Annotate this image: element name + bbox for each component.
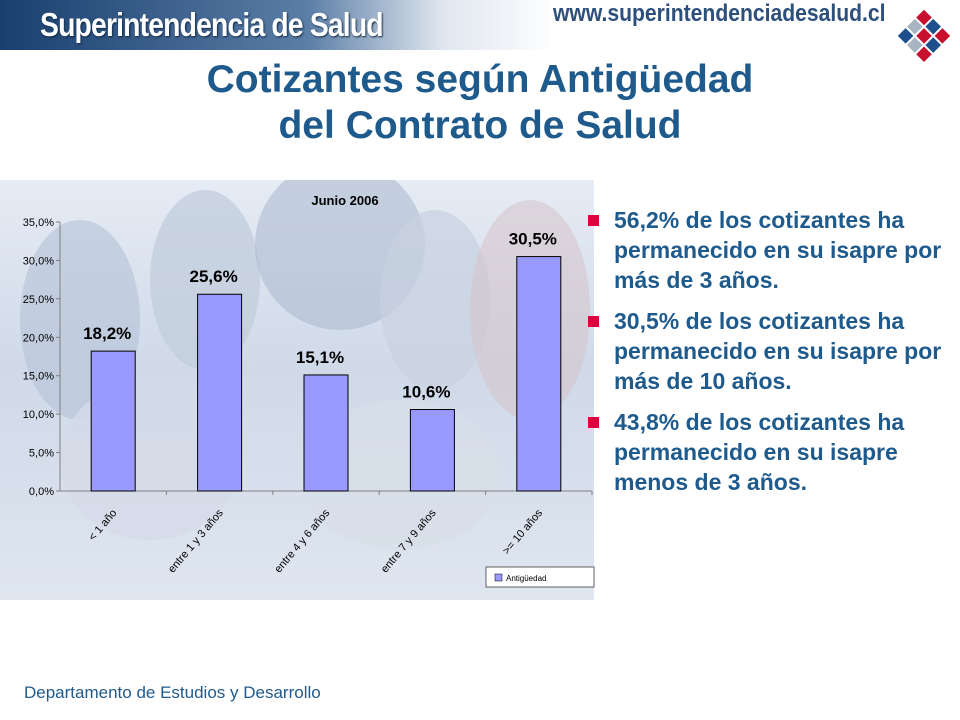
bullet-square-icon [588,417,599,428]
footer-department: Departamento de Estudios y Desarrollo [24,683,321,702]
bullet-list: 56,2% de los cotizantes ha permanecido e… [588,205,958,508]
bar-value-label: 18,2% [83,324,131,343]
bar [90,350,136,492]
x-tick-label: >= 10 años [501,507,546,557]
y-tick-label: 30,0% [23,255,54,267]
bullet-item: 56,2% de los cotizantes ha permanecido e… [588,205,958,295]
bar-value-label: 30,5% [509,230,557,249]
institution-logo [897,9,951,63]
bullet-item: 30,5% de los cotizantes ha permanecido e… [588,306,958,396]
slide-title: Cotizantes según Antigüedad del Contrato… [0,57,960,149]
website-url[interactable]: www.superintendenciadesalud.cl [553,0,886,27]
bullet-text: 56,2% de los cotizantes ha permanecido e… [614,207,942,293]
bar [303,374,349,492]
bar-value-label: 10,6% [402,383,450,402]
bullet-square-icon [588,316,599,327]
bar-value-label: 15,1% [296,348,344,367]
slide-title-line-2: del Contrato de Salud [278,104,682,147]
legend-label: Antigüedad [506,574,546,583]
bar-chart: Junio 2006 0,0% 5,0% 10,0% 15,0% 20,0% 25,0% 3… [23,193,595,588]
y-tick-label: 15,0% [23,371,54,383]
brand-name: Superintendencia de Salud [40,6,384,43]
bar [197,293,243,492]
x-tick-label: entre 7 y 9 años [379,507,439,576]
chart-title: Junio 2006 [311,193,378,208]
bullet-item: 43,8% de los cotizantes ha permanecido e… [588,407,958,497]
bar [409,409,455,492]
slide-title-line-1: Cotizantes según Antigüedad [206,58,754,101]
bullet-text: 43,8% de los cotizantes ha permanecido e… [614,409,905,495]
bullet-text: 30,5% de los cotizantes ha permanecido e… [614,308,942,394]
x-tick-label: entre 1 y 3 años [166,507,226,576]
y-tick-label: 35,0% [23,217,54,229]
chart-legend: Antigüedad [485,566,595,588]
y-tick-label: 20,0% [23,332,54,344]
background-photo [0,180,594,600]
y-tick-label: 0,0% [29,486,54,498]
legend-swatch [494,573,503,582]
y-tick-label: 25,0% [23,294,54,306]
header-band [0,0,960,50]
bar [516,256,562,492]
bar-value-label: 25,6% [189,267,237,286]
y-tick-label: 10,0% [23,409,54,421]
y-tick-label: 5,0% [29,448,54,460]
x-tick-label: entre 4 y 6 años [272,507,332,576]
x-tick-label: < 1 año [87,507,120,543]
bullet-square-icon [588,215,599,226]
